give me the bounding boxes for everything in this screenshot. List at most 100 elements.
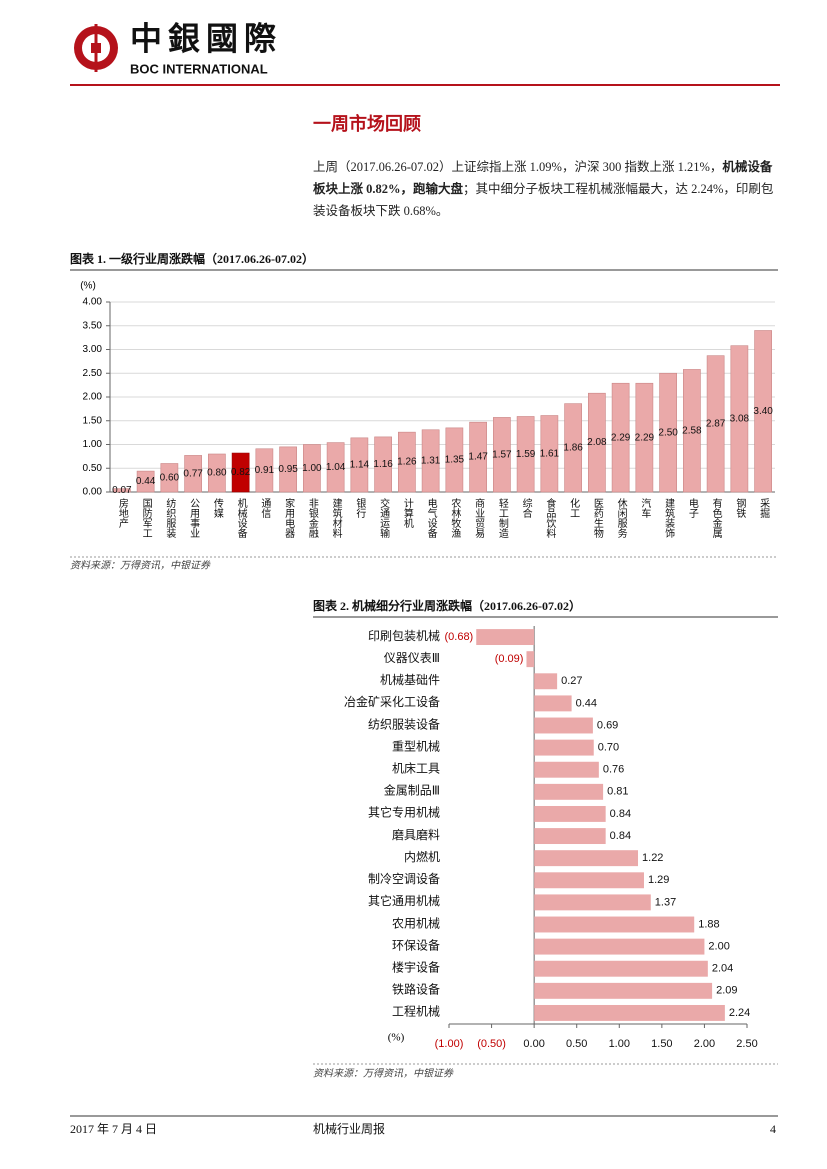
bar [683,369,701,493]
value-label: 0.80 [207,468,227,479]
logo-mark-bar [94,24,98,72]
x-tick-label: 食品饮料 [544,497,556,539]
value-label: 1.29 [648,874,669,886]
bar [659,372,677,493]
value-label: 2.87 [706,418,726,429]
x-tick-label: 采掘 [758,498,770,519]
bar [493,417,511,493]
value-label: 0.84 [610,830,631,842]
x-tick-label: 休闲服务 [615,498,627,539]
value-label: 1.37 [655,896,676,908]
x-tick-label: (0.50) [477,1038,506,1050]
value-label: 1.14 [350,460,370,471]
y-tick-label: 冶金矿采化工设备 [344,694,440,709]
x-tick-label: 2.00 [694,1038,715,1050]
footer-date: 2017 年 7 月 4 日 [70,1122,157,1136]
x-tick-label: 医药生物 [591,498,603,539]
value-label: 0.07 [112,485,132,496]
x-tick-label: 家用电器 [283,497,295,539]
value-label: 1.26 [397,457,417,468]
x-tick-label: 通信 [259,498,271,519]
bar [635,382,654,493]
bar [279,446,297,493]
paragraph-run: 上周（2017.06.26-07.02）上证综指上涨 1.09%，沪深 300 … [313,160,723,174]
value-label: 1.00 [302,463,322,474]
bar [255,448,274,493]
value-label: 1.88 [698,918,719,930]
bar [534,894,651,911]
y-tick-label: 内燃机 [404,849,440,864]
y-tick-label: 2.00 [83,392,103,403]
bar [303,444,321,493]
bar [184,455,202,493]
y-tick-label: 制冷空调设备 [368,872,440,886]
x-tick-label: 建筑装饰 [663,497,675,539]
value-label: 1.35 [445,455,465,466]
value-label: 3.08 [730,413,750,424]
y-tick-label: 仪器仪表Ⅲ [384,651,440,665]
bar [445,427,464,493]
x-tick-label: 计算机 [401,497,413,529]
x-tick-label: 非银金融 [306,498,318,539]
y-tick-label: 机械基础件 [380,672,440,687]
value-label: 2.50 [658,427,678,438]
x-tick-label: 1.00 [609,1038,630,1050]
source: 资料来源：万得资讯，中银证券 [313,1067,454,1079]
value-label: 2.00 [708,941,729,953]
x-tick-label: (1.00) [435,1038,464,1050]
value-label: (0.09) [495,653,524,665]
value-label: 1.47 [468,452,488,463]
y-tick-label: 0.50 [83,463,103,474]
x-tick-label: 轻工制造 [496,497,508,538]
y-tick-label: 1.50 [83,415,103,426]
y-tick-label: 3.50 [83,320,103,331]
value-label: 0.44 [576,697,597,709]
value-label: 1.31 [421,456,441,467]
bar [534,916,695,933]
y-tick-label: 其它通用机械 [368,893,440,908]
bar [706,355,725,493]
paragraph: 上周（2017.06.26-07.02）上证综指上涨 1.09%，沪深 300 … [313,156,778,222]
paragraph-run: ；其中细分子板块工程机械涨幅最大，达 2.24%，印刷包装设备板块下跌 0.68… [313,182,774,218]
bar [421,429,440,493]
x-tick-label: 传媒 [211,498,223,519]
x-tick-label: 0.00 [523,1038,544,1050]
y-tick-label: 3.00 [83,344,103,355]
value-label: 1.59 [516,449,536,460]
bar [136,470,155,493]
y-tick-label: 环保设备 [392,938,440,952]
bar [534,982,713,999]
bar [534,761,599,778]
value-label: 1.57 [492,449,512,460]
y-axis-label: (%) [80,281,96,292]
value-label: 3.40 [753,406,773,417]
value-label: 2.09 [716,985,737,997]
x-tick-label: 银行 [354,497,366,519]
value-label: 0.81 [607,786,628,798]
bar [231,452,250,493]
value-label: 2.58 [682,425,702,436]
value-label: 0.44 [136,476,156,487]
x-tick-label: 综合 [520,497,532,519]
value-label: 0.27 [561,675,582,687]
x-tick-label: 房地产 [116,497,128,529]
value-label: 0.69 [597,719,618,731]
logo-cn: 中銀國際 [130,20,282,56]
value-label: 2.24 [729,1007,750,1019]
bar [588,392,606,493]
bar [611,382,630,493]
source: 资料来源：万得资讯，中银证券 [70,559,211,571]
value-label: 2.08 [587,437,607,448]
x-tick-label: 电子 [686,497,698,518]
y-tick-label: 农用机械 [392,915,440,930]
x-tick-label: 钢铁 [734,497,746,519]
y-tick-label: 重型机械 [392,738,440,753]
footer-report: 机械行业周报 [313,1121,385,1136]
bar [534,673,558,690]
y-tick-label: 工程机械 [392,1004,440,1019]
x-tick-label: 农林牧渔 [449,497,461,539]
bar [516,416,535,493]
bar [469,421,487,493]
value-label: 0.76 [603,764,624,776]
